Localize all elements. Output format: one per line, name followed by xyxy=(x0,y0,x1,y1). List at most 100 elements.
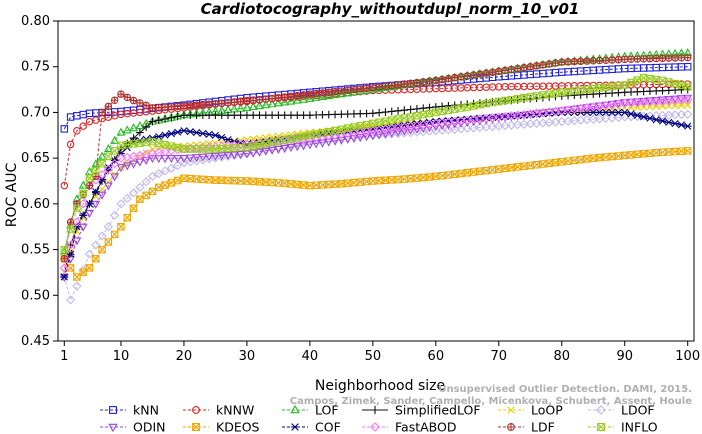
x-axis-label: Neighborhood size xyxy=(315,378,445,394)
legend: kNN kNNW LOF SimplifiedLOF LoOP LDOF ODIN KDEOS… xyxy=(100,403,658,434)
point-cof xyxy=(79,211,88,219)
point-inflo xyxy=(268,138,276,147)
point-ldf xyxy=(337,87,346,95)
x-tick-label: 40 xyxy=(302,349,319,364)
point-kdeos xyxy=(173,176,182,185)
series-inflo xyxy=(60,73,692,254)
point-inflo xyxy=(98,159,106,168)
legend-marker-lof xyxy=(290,404,300,414)
point-odin xyxy=(399,127,409,136)
point-inflo xyxy=(306,131,314,140)
point-simplifiedlof xyxy=(369,109,377,118)
point-inflo xyxy=(356,122,365,130)
point-inflo xyxy=(243,143,251,151)
point-kdeos xyxy=(488,166,497,174)
point-inflo xyxy=(406,113,415,121)
point-kdeos xyxy=(161,181,169,189)
legend-marker-odin xyxy=(108,423,118,433)
point-ldf xyxy=(608,56,616,64)
point-odin xyxy=(229,151,239,160)
point-kdeos xyxy=(450,170,459,178)
point-inflo xyxy=(375,118,383,127)
point-ldf xyxy=(646,54,654,63)
point-kdeos xyxy=(457,169,465,178)
point-inflo xyxy=(545,90,553,98)
point-ldf xyxy=(545,60,553,68)
y-tick-label: 0.55 xyxy=(21,243,50,258)
point-fastabod xyxy=(620,98,630,108)
point-fastabod xyxy=(676,95,687,105)
point-kdeos xyxy=(683,147,692,155)
point-cof xyxy=(198,129,207,138)
point-inflo xyxy=(419,110,427,119)
point-lof xyxy=(387,81,397,90)
point-ldf xyxy=(117,90,125,98)
series-kdeos xyxy=(60,147,692,281)
point-simplifiedlof xyxy=(406,105,415,114)
point-inflo xyxy=(570,87,579,95)
point-odin xyxy=(418,124,428,133)
point-ldf xyxy=(274,94,283,102)
point-kdeos xyxy=(199,175,207,184)
point-kdeos xyxy=(180,174,188,183)
point-cof xyxy=(639,113,648,121)
point-ldof xyxy=(645,111,655,121)
point-simplifiedlof xyxy=(136,128,144,137)
point-inflo xyxy=(331,126,339,135)
point-loop xyxy=(318,127,327,135)
point-ldf xyxy=(589,57,597,65)
point-odin xyxy=(66,255,76,264)
point-kdeos xyxy=(438,171,446,180)
point-kdeos xyxy=(104,238,113,246)
point-fastabod xyxy=(683,95,693,105)
point-cof xyxy=(620,108,629,117)
point-fastabod xyxy=(664,96,674,106)
point-ldf xyxy=(602,56,610,64)
point-kdeos xyxy=(136,195,144,204)
point-inflo xyxy=(325,127,333,136)
point-cof xyxy=(664,118,673,126)
point-fastabod xyxy=(645,97,655,107)
point-lof xyxy=(248,101,258,111)
point-ldf xyxy=(161,103,169,111)
point-ldf xyxy=(60,255,69,263)
point-kdeos xyxy=(110,230,119,239)
point-cof xyxy=(217,133,226,142)
point-odin xyxy=(129,160,139,169)
point-ldf xyxy=(488,68,497,76)
series-ldf xyxy=(60,53,692,263)
point-kdeos xyxy=(249,177,257,186)
point-cof xyxy=(161,131,169,139)
point-loop xyxy=(646,103,654,111)
point-kdeos xyxy=(167,179,176,187)
point-lof xyxy=(255,101,264,110)
x-tick-label: 30 xyxy=(239,349,256,364)
point-lof xyxy=(85,166,94,175)
point-lof xyxy=(286,96,296,105)
point-kdeos xyxy=(520,162,528,170)
y-tick-label: 0.65 xyxy=(21,151,50,166)
point-kdeos xyxy=(155,183,163,192)
point-inflo xyxy=(350,123,358,131)
x-tick-label: 20 xyxy=(176,349,193,364)
point-inflo xyxy=(683,83,692,91)
point-odin xyxy=(406,126,416,135)
point-ldof xyxy=(166,163,176,173)
point-loop xyxy=(658,102,667,110)
point-ldf xyxy=(450,74,459,82)
point-fastabod xyxy=(632,97,642,108)
point-ldf xyxy=(262,95,270,103)
point-odin xyxy=(355,134,365,143)
point-inflo xyxy=(66,225,75,233)
point-lof xyxy=(78,180,88,189)
point-kdeos xyxy=(444,171,453,179)
y-tick-label: 0.70 xyxy=(21,105,50,120)
point-inflo xyxy=(262,139,270,148)
point-ldf xyxy=(665,54,673,62)
point-odin xyxy=(255,148,264,157)
point-inflo xyxy=(595,84,604,92)
point-inflo xyxy=(495,97,503,106)
point-ldof xyxy=(72,281,82,291)
point-odin xyxy=(198,153,208,162)
